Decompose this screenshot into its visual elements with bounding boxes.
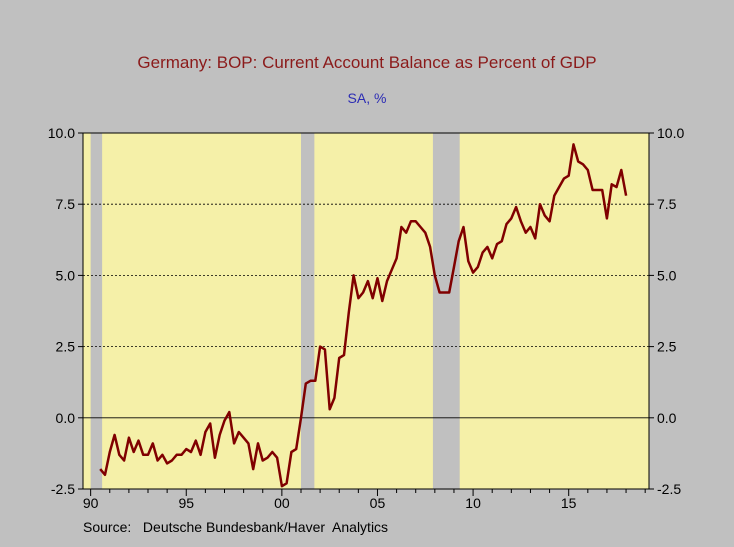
chart-subtitle: SA, % — [347, 90, 387, 106]
recession-band — [432, 133, 460, 489]
y-tick-label-left: 2.5 — [56, 339, 76, 355]
y-tick-label-right: 10.0 — [657, 125, 684, 141]
y-tick-label-left: 10.0 — [48, 125, 75, 141]
y-axis-right-labels: 10.0 7.5 5.0 2.5 0.0 -2.5 — [657, 125, 684, 497]
y-tick-label-right: 5.0 — [657, 267, 677, 283]
y-tick-label-right: -2.5 — [657, 481, 681, 497]
y-tick-label-left: 0.0 — [56, 410, 76, 426]
y-tick-label-right: 7.5 — [657, 196, 677, 212]
plot-frame — [82, 132, 650, 490]
x-tick-label: 15 — [561, 495, 577, 511]
x-axis-labels: 90 95 00 05 10 15 — [83, 495, 577, 511]
chart-source: Source: Deutsche Bundesbank/Haver Analyt… — [83, 519, 389, 535]
recession-shading — [90, 133, 460, 489]
series-line — [99, 143, 628, 488]
chart-title: Germany: BOP: Current Account Balance as… — [137, 53, 597, 72]
recession-band — [90, 133, 103, 489]
x-tick-label: 95 — [178, 495, 194, 511]
x-tick-label: 00 — [274, 495, 290, 511]
y-tick-label-left: -2.5 — [51, 481, 75, 497]
gridlines — [83, 203, 649, 419]
x-tick-label: 90 — [83, 495, 99, 511]
y-axis-left-labels: 10.0 7.5 5.0 2.5 0.0 -2.5 — [48, 125, 75, 497]
recession-band — [300, 133, 315, 489]
y-tick-label-left: 5.0 — [56, 267, 76, 283]
y-tick-label-right: 0.0 — [657, 410, 677, 426]
y-tick-label-right: 2.5 — [657, 339, 677, 355]
y-tick-label-left: 7.5 — [56, 196, 76, 212]
x-tick-label: 10 — [465, 495, 481, 511]
plot-background — [83, 133, 649, 489]
axis-ticks — [78, 132, 654, 496]
x-tick-label: 05 — [370, 495, 386, 511]
